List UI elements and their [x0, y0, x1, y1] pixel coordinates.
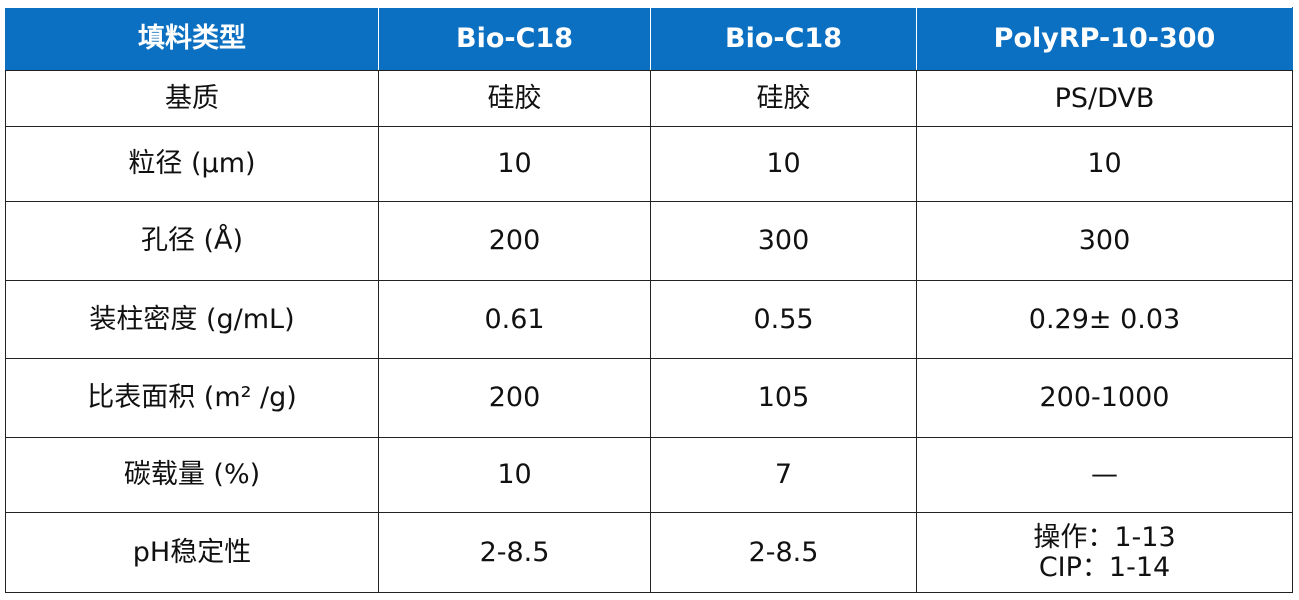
- table-cell: 10: [650, 126, 917, 202]
- table-cell: 装柱密度 (g/mL): [5, 280, 379, 359]
- header-cell: Bio-C18: [378, 7, 651, 71]
- table-row: 比表面积 (m² /g) 200 105 200-1000: [5, 358, 1293, 438]
- table-cell: 2-8.5: [378, 512, 651, 593]
- table-cell: 2-8.5: [650, 512, 917, 593]
- table-cell: 10: [916, 126, 1293, 202]
- table-row: pH稳定性 2-8.5 2-8.5 操作：1-13 CIP：1-14: [5, 512, 1293, 593]
- header-cell: 填料类型: [5, 7, 379, 71]
- table-cell: 0.61: [378, 280, 651, 359]
- table-cell: 硅胶: [650, 70, 917, 127]
- table-cell: 200: [378, 201, 651, 281]
- table-cell: 200: [378, 358, 651, 438]
- table-head: 填料类型 Bio-C18 Bio-C18 PolyRP-10-300: [5, 7, 1293, 71]
- table-cell: —: [916, 437, 1293, 513]
- table-cell: 操作：1-13 CIP：1-14: [916, 512, 1293, 593]
- table-row: 孔径 (Å) 200 300 300: [5, 201, 1293, 281]
- table-cell: 105: [650, 358, 917, 438]
- table-row: 碳载量 (%) 10 7—: [5, 437, 1293, 513]
- header-cell: Bio-C18: [650, 7, 917, 71]
- table-cell: pH稳定性: [5, 512, 379, 593]
- table-cell: 0.55: [650, 280, 917, 359]
- table-cell: 300: [650, 201, 917, 281]
- cell-line: CIP：1-14: [1038, 551, 1171, 583]
- table-cell: 粒径 (µm): [5, 126, 379, 202]
- table-cell: 比表面积 (m² /g): [5, 358, 379, 438]
- table-cell: 0.29± 0.03: [916, 280, 1293, 359]
- spec-table: 填料类型 Bio-C18 Bio-C18 PolyRP-10-300 基质 硅胶 硅胶 PS…: [5, 7, 1293, 593]
- cell-line: 操作：1-13: [1033, 521, 1176, 553]
- table-row: 装柱密度 (g/mL) 0.61 0.55 0.29± 0.03: [5, 280, 1293, 359]
- header-row: 填料类型 Bio-C18 Bio-C18 PolyRP-10-300: [5, 7, 1293, 71]
- table-cell: 7: [650, 437, 917, 513]
- table-cell: 10: [378, 126, 651, 202]
- table-cell: PS/DVB: [916, 70, 1293, 127]
- table-cell: 硅胶: [378, 70, 651, 127]
- table-body: 基质 硅胶 硅胶 PS/DVB 粒径 (µm) 10 10 10 孔径 (Å) 200 300 300…: [5, 70, 1293, 593]
- table-cell: 基质: [5, 70, 379, 127]
- table-cell: 孔径 (Å): [5, 201, 379, 281]
- table-cell: 300: [916, 201, 1293, 281]
- header-cell: PolyRP-10-300: [916, 7, 1293, 71]
- table-cell: 碳载量 (%): [5, 437, 379, 513]
- table-cell: 200-1000: [916, 358, 1293, 438]
- table-row: 基质 硅胶 硅胶 PS/DVB: [5, 70, 1293, 127]
- table-row: 粒径 (µm) 10 10 10: [5, 126, 1293, 202]
- table-cell: 10: [378, 437, 651, 513]
